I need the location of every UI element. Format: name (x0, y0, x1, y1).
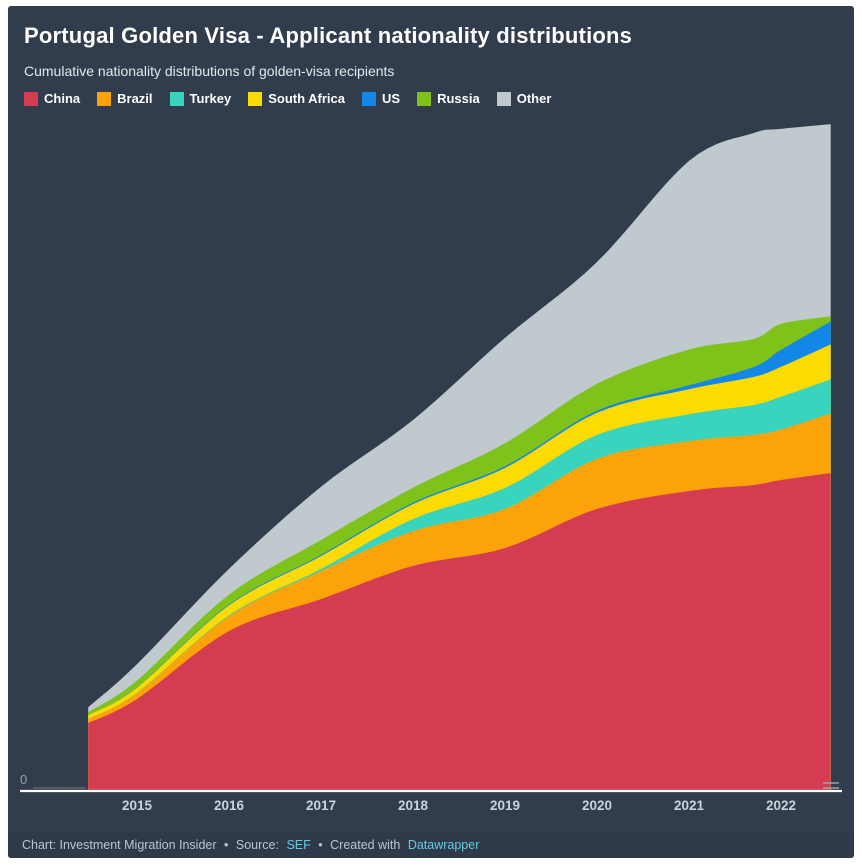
legend-item-south-africa: South Africa (248, 91, 345, 106)
footer-separator: • (224, 838, 229, 852)
legend-label: Other (516, 91, 552, 106)
footer-source-label: Source: (235, 838, 279, 852)
y-axis-zero-label: 0 (20, 772, 27, 787)
datawrapper-link[interactable]: Datawrapper (407, 838, 480, 852)
legend-item-turkey: Turkey (169, 91, 232, 106)
area-china (88, 473, 831, 791)
x-axis-label-2015: 2015 (122, 798, 153, 813)
legend-label: South Africa (268, 91, 346, 106)
x-axis-label-2021: 2021 (674, 798, 705, 813)
chart-card: Portugal Golden Visa - Applicant nationa… (8, 6, 854, 858)
footer-separator: • (318, 838, 323, 852)
chart-subtitle: Cumulative nationality distributions of … (24, 63, 395, 79)
legend-swatch-icon (97, 91, 112, 106)
x-axis-labels: 2015 2016 2017 2018 2019 2020 2021 2022 (122, 798, 796, 813)
legend-item-other: Other (496, 91, 552, 106)
legend-label: US (382, 91, 401, 106)
footer: Chart: Investment Migration Insider • So… (8, 832, 854, 858)
x-axis-label-2020: 2020 (582, 798, 612, 813)
x-axis-label-2017: 2017 (306, 798, 336, 813)
chart-areas (88, 124, 831, 792)
legend-swatch-icon (417, 91, 432, 106)
x-axis-label-2018: 2018 (398, 798, 429, 813)
legend-swatch-icon (362, 91, 377, 106)
legend-item-us: US (362, 91, 400, 106)
x-axis-label-2019: 2019 (490, 798, 520, 813)
legend-swatch-icon (496, 91, 511, 106)
source-link[interactable]: SEF (286, 838, 311, 852)
page-title: Portugal Golden Visa - Applicant nationa… (24, 23, 633, 48)
legend-item-russia: Russia (417, 91, 480, 106)
stacked-area-chart: 0 2015 2016 2017 2018 2019 2020 2021 2022 (20, 124, 842, 813)
legend: China Brazil Turkey South Africa US Russia Oth… (24, 91, 551, 106)
legend-label: Brazil (117, 91, 153, 106)
legend-label: Russia (437, 91, 480, 106)
legend-label: China (44, 91, 81, 106)
x-axis-label-2022: 2022 (766, 798, 796, 813)
footer-created-label: Created with (330, 838, 401, 852)
x-axis-label-2016: 2016 (214, 798, 245, 813)
legend-label: Turkey (189, 91, 232, 106)
legend-item-china: China (24, 91, 80, 106)
legend-swatch-icon (248, 91, 263, 106)
legend-swatch-icon (24, 91, 38, 106)
legend-item-brazil: Brazil (97, 91, 153, 106)
legend-swatch-icon (169, 91, 184, 106)
footer-credit: Chart: Investment Migration Insider (22, 838, 217, 852)
